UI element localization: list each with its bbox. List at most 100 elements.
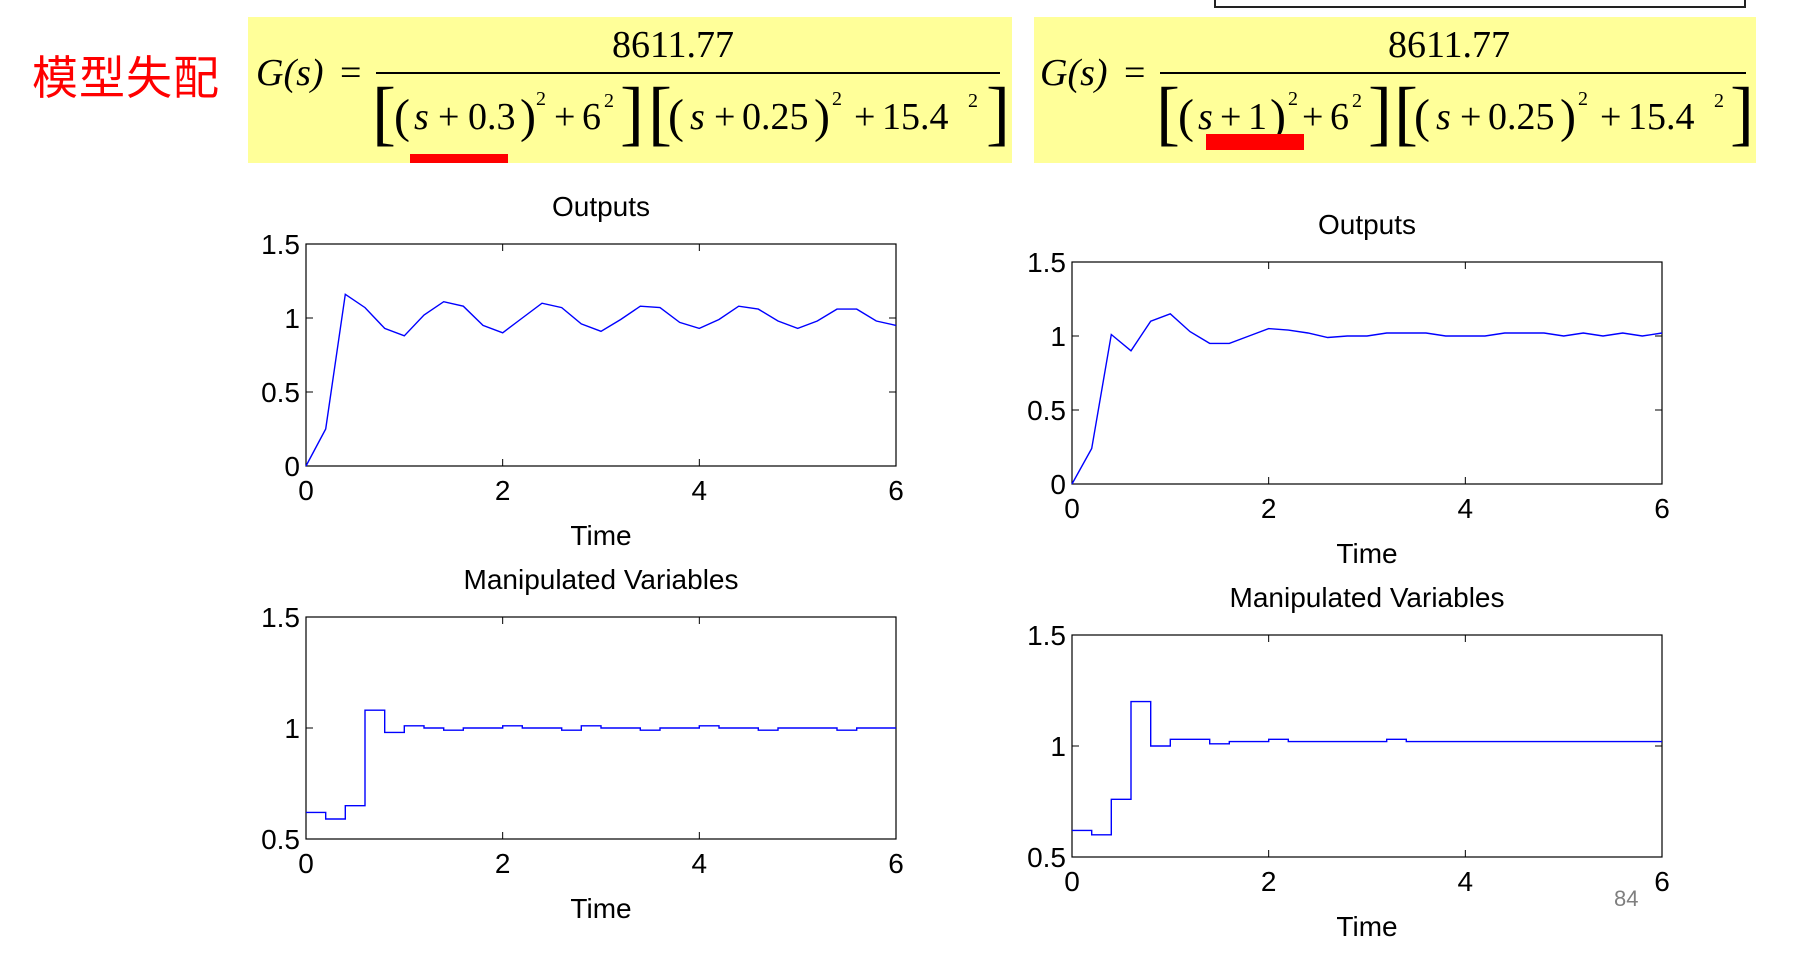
formula-2-freq-1: 6 [1330,96,1349,138]
formula-1-exp-1: 2 [536,88,546,110]
chart-0-ytick-label-2: 1 [284,303,300,334]
formula-2-paren-close-2: ) [1560,90,1576,143]
chart-0-xtick-label-1: 2 [495,475,511,506]
formula-1-exp-2: 2 [604,90,614,112]
formula-1-var-s2: s [690,96,705,138]
chart-3-title: Manipulated Variables [1230,582,1505,613]
chart-1-xtick-label-2: 4 [692,848,708,879]
formula-1-freq-2: 15.4 [882,96,949,138]
formula-2-exp-4: 2 [1714,90,1724,112]
formula-1-bracket-close-1: ] [620,73,644,153]
formula-2-var-s1: s [1198,96,1213,138]
formula-1-var-s1: s [414,96,429,138]
formula-1-equals: = [340,52,361,94]
slide-title: 模型失配 [32,51,220,105]
chart-3-xtick-label-0: 0 [1064,866,1080,897]
chart-0-xtick-label-0: 0 [298,475,314,506]
chart-2-xtick-label-3: 6 [1654,493,1670,524]
formula-2: G(s) = 8611.77 [ ( s + 1 ) 2 + 6 2 ] [ (… [1040,24,1754,153]
chart-0-xlabel: Time [570,520,631,551]
formula-2-exp-2: 2 [1352,90,1362,112]
chart-3-xtick-label-2: 4 [1458,866,1474,897]
formula-2-bracket-open-1: [ [1156,73,1180,153]
formula-1-plus-b: + [554,96,575,138]
formula-2-plus-d: + [1600,96,1621,138]
chart-3-ytick-label-0: 0.5 [1027,842,1066,873]
chart-1-ytick-label-2: 1.5 [261,602,300,633]
formula-1-numerator: 8611.77 [612,24,734,66]
formula-1-exp-3: 2 [832,88,842,110]
chart-2-series-0-line [1071,312,1663,485]
formula-2-var-s2: s [1436,96,1451,138]
chart-3-series-0-line [1072,700,1662,836]
chart-0-xtick-label-2: 4 [692,475,708,506]
formula-2-lhs: G(s) [1040,52,1108,94]
formula-2-paren-open-2: ( [1414,90,1430,143]
formula-2-plus-b: + [1302,96,1323,138]
formula-1-bracket-close-2: ] [986,73,1010,153]
formula-box-2: G(s) = 8611.77 [ ( s + 1 ) 2 + 6 2 ] [ (… [1034,17,1756,163]
chart-0-ytick-label-3: 1.5 [261,229,300,260]
top-frame-fragment [1214,0,1746,8]
formula-2-bracket-close-1: ] [1368,73,1392,153]
formula-2-exp-3: 2 [1578,88,1588,110]
formula-2-paren-open: ( [1178,90,1194,143]
formula-1-constant-1: 0.3 [468,96,516,138]
formula-2-paren-close: ) [1270,90,1286,143]
formula-1-exp-4: 2 [968,90,978,112]
chart-1-xtick-label-3: 6 [888,848,904,879]
formula-2-plus-a: + [1220,96,1241,138]
chart-1-ytick-label-1: 1 [284,713,300,744]
chart-3-xtick-label-3: 6 [1654,866,1670,897]
formula-1-paren-open-2: ( [668,90,684,143]
formula-1: G(s) = 8611.77 [ ( s + 0.3 ) 2 + 6 2 ] [… [256,24,1010,163]
chart-1-title: Manipulated Variables [464,564,739,595]
chart-0-ytick-label-1: 0.5 [261,377,300,408]
chart-0-xtick-label-3: 6 [888,475,904,506]
formula-1-highlight-bar [410,154,508,163]
chart-3-ytick-label-1: 1 [1050,731,1066,762]
chart-0-ytick-label-0: 0 [284,451,300,482]
formula-1-bracket-open-1: [ [372,73,396,153]
formula-1-paren-close-2: ) [814,90,830,143]
page-number: 84 [1614,886,1639,911]
chart-1-series-0-line [306,709,896,820]
chart-2-title: Outputs [1318,209,1416,240]
chart-2-xlabel: Time [1336,538,1397,569]
chart-1-ytick-label-0: 0.5 [261,824,300,855]
chart-2-ytick-label-1: 0.5 [1027,395,1066,426]
chart-0-title: Outputs [552,191,650,222]
formula-2-highlight-bar [1206,134,1304,150]
formula-2-exp-1: 2 [1288,88,1298,110]
formula-box-1: G(s) = 8611.77 [ ( s + 0.3 ) 2 + 6 2 ] [… [248,17,1012,163]
formula-2-bracket-close-2: ] [1730,73,1754,153]
formula-1-freq-1: 6 [582,96,601,138]
formula-1-paren-open: ( [394,90,410,143]
chart-3-ytick-label-2: 1.5 [1027,620,1066,651]
formula-2-bracket-open-2: [ [1394,73,1418,153]
chart-0-plot-frame [305,243,897,467]
chart-2-xtick-label-1: 2 [1261,493,1277,524]
chart-3-xlabel: Time [1336,911,1397,942]
formula-2-plus-c: + [1460,96,1481,138]
formula-2-equals: = [1124,52,1145,94]
chart-2-ytick-label-3: 1.5 [1027,247,1066,278]
formula-1-lhs: G(s) [256,52,324,94]
formula-1-constant-2: 0.25 [742,96,809,138]
formula-1-plus-d: + [854,96,875,138]
chart-2-ytick-label-0: 0 [1050,469,1066,500]
formula-2-constant-1: 1 [1248,96,1267,138]
formula-2-numerator: 8611.77 [1388,24,1510,66]
chart-3-xtick-label-1: 2 [1261,866,1277,897]
formula-1-paren-close: ) [520,90,536,143]
formula-2-constant-2: 0.25 [1488,96,1555,138]
formula-1-plus-c: + [714,96,735,138]
chart-2-plot-frame [1071,261,1663,485]
formula-1-plus-a: + [438,96,459,138]
chart-2-ytick-label-2: 1 [1050,321,1066,352]
